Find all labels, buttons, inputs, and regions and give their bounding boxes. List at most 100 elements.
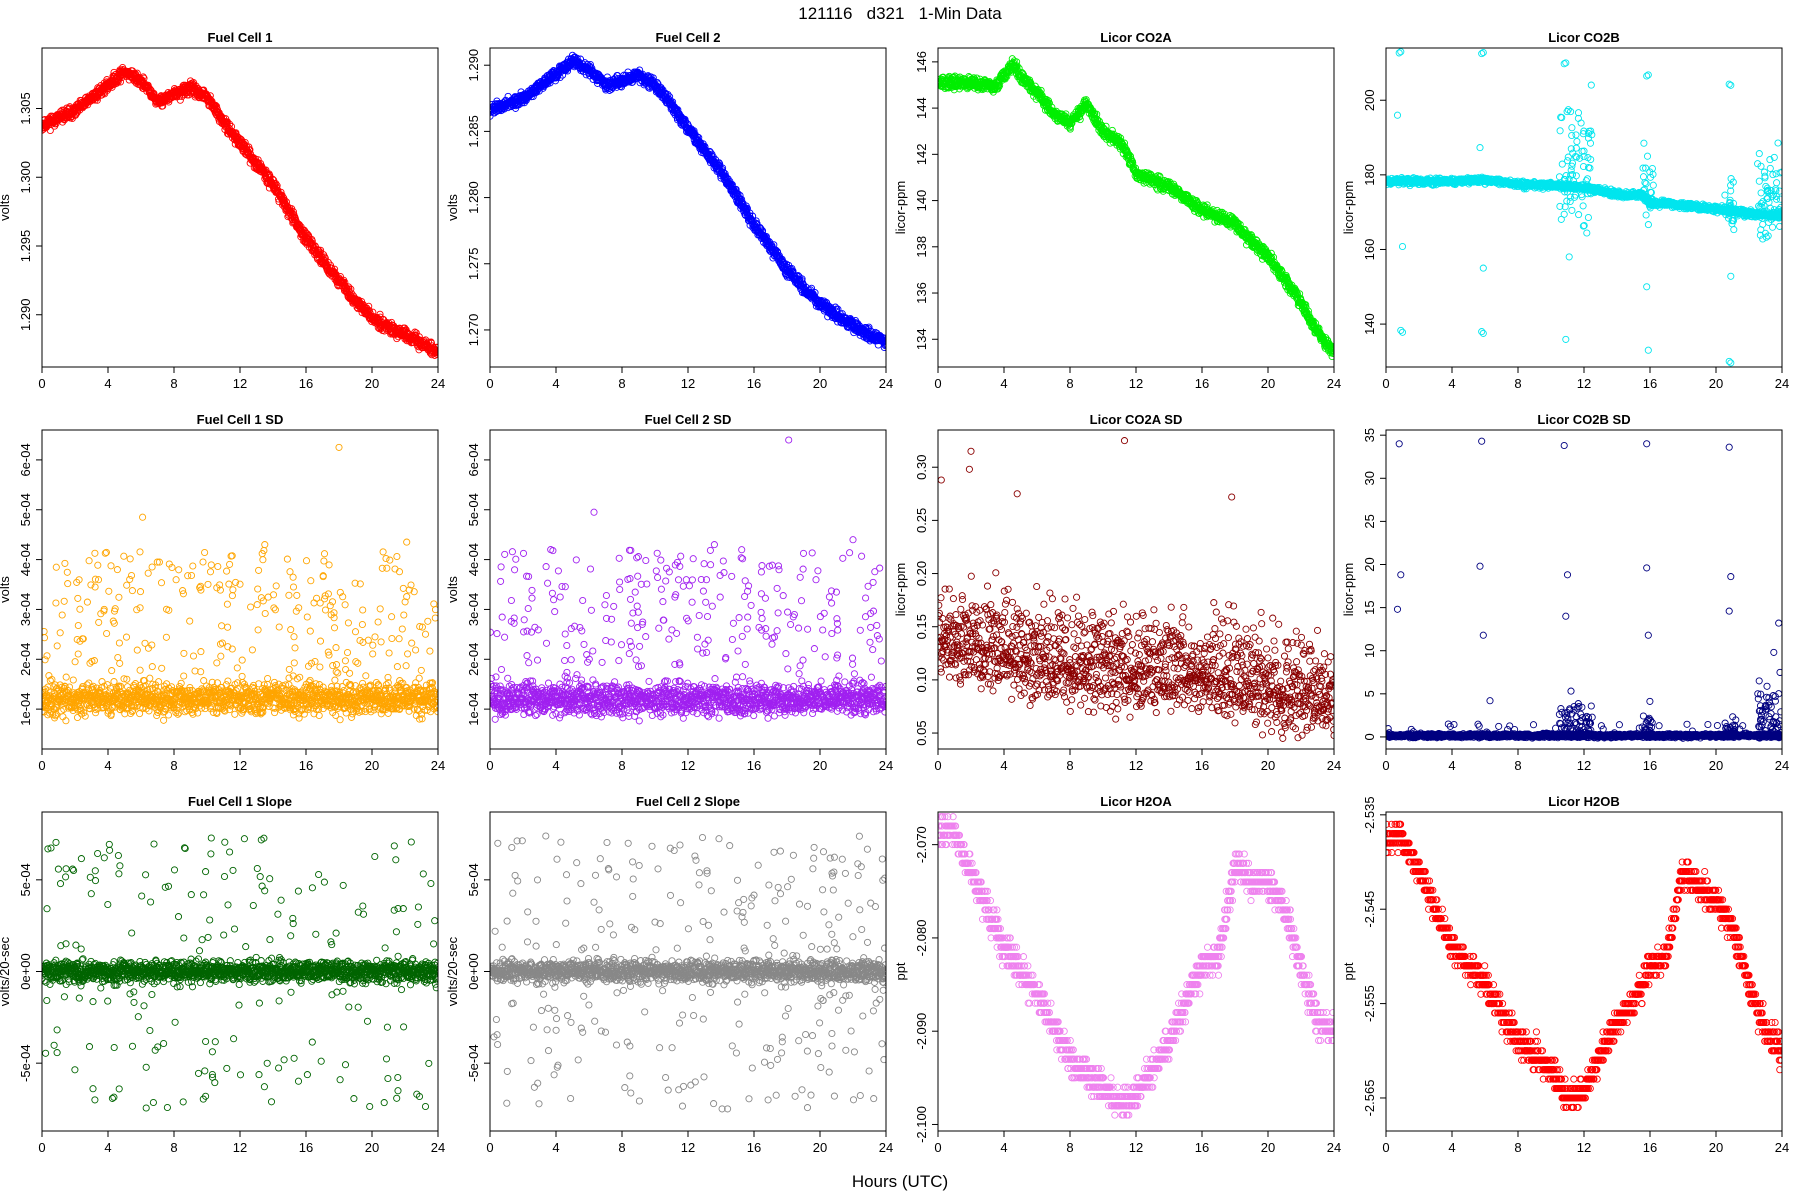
y-tick-label: 1.295 [18, 230, 33, 263]
data-point [365, 302, 373, 310]
data-point [653, 78, 661, 87]
x-tick-label: 0 [38, 376, 45, 391]
data-point [736, 194, 744, 202]
data-point [1302, 301, 1310, 309]
x-tick-label: 16 [299, 376, 313, 391]
data-point [1039, 93, 1047, 101]
x-tick-label: 0 [934, 376, 941, 391]
x-tick-label: 4 [552, 376, 559, 391]
y-tick-label: 1.305 [18, 92, 33, 125]
data-point [254, 156, 262, 164]
y-tick-label: 134 [914, 328, 929, 350]
y-tick-label: 136 [914, 282, 929, 304]
data-point [1199, 201, 1207, 209]
data-point [1095, 117, 1103, 125]
x-tick-label: 0 [486, 376, 493, 391]
data-point [1093, 115, 1101, 123]
y-tick-label: 146 [914, 51, 929, 73]
data-point [667, 100, 675, 108]
data-point [1236, 220, 1244, 229]
data-point [176, 96, 184, 104]
x-tick-label: 12 [1129, 376, 1143, 391]
data-point [881, 339, 886, 347]
x-tick-label: 16 [747, 376, 761, 391]
y-tick-label: 1.300 [18, 161, 33, 194]
x-tick-label: 8 [1066, 376, 1073, 391]
data-point [200, 86, 208, 94]
data-point [211, 101, 220, 109]
y-tick-label: 144 [914, 97, 929, 119]
data-point [1203, 201, 1211, 209]
data-point [719, 164, 727, 172]
data-point [282, 198, 291, 206]
figure-title: 121116 d321 1-Min Data [798, 4, 1002, 23]
data-point [223, 118, 231, 126]
data-point [433, 348, 438, 356]
data-point [235, 134, 243, 142]
data-point [1291, 286, 1299, 294]
data-point [226, 120, 234, 128]
data-point [270, 176, 278, 184]
data-point [1013, 58, 1021, 66]
data-point [1316, 329, 1324, 338]
data-point [314, 246, 322, 254]
data-point [1302, 303, 1310, 311]
data-point [140, 74, 148, 82]
data-point [1037, 86, 1045, 94]
data-point [649, 74, 657, 82]
y-axis-label: licor-ppm [893, 181, 908, 234]
panel-title: Licor CO2B [1548, 30, 1620, 45]
data-point [272, 180, 280, 188]
data-point [1329, 346, 1334, 354]
data-point [882, 336, 886, 345]
data-point [114, 78, 122, 86]
data-point [757, 225, 765, 233]
y-tick-label: 1.280 [466, 181, 481, 214]
data-point [586, 60, 594, 69]
data-point [799, 281, 808, 289]
data-point [1062, 110, 1070, 118]
y-tick-label: 1.290 [18, 298, 33, 331]
y-axis-label: volts [445, 194, 460, 221]
x-tick-label: 8 [170, 376, 177, 391]
data-points [938, 55, 1334, 361]
data-point [213, 102, 221, 110]
x-tick-label: 16 [1195, 376, 1209, 391]
data-point [206, 95, 214, 103]
data-point [1306, 313, 1314, 321]
data-points [42, 63, 438, 359]
data-point [689, 128, 697, 136]
x-tick-label: 24 [431, 376, 445, 391]
data-point [1188, 195, 1196, 203]
panel-title: Fuel Cell 2 [655, 30, 720, 45]
x-tick-label: 24 [879, 376, 893, 391]
y-axis-label: volts [0, 194, 12, 221]
panel-title: Fuel Cell 1 [207, 30, 272, 45]
plot-frame [489, 47, 887, 368]
data-point [749, 212, 757, 220]
data-points [490, 51, 886, 352]
y-tick-label: 1.285 [466, 115, 481, 148]
data-point [690, 127, 698, 135]
x-tick-label: 20 [813, 376, 827, 391]
y-tick-label: 1.290 [466, 49, 481, 82]
data-point [880, 336, 886, 345]
data-point [880, 343, 886, 352]
data-point [277, 192, 286, 200]
x-tick-label: 4 [104, 376, 111, 391]
plot-frame [937, 47, 1335, 368]
data-point [246, 146, 254, 154]
data-point [758, 227, 767, 235]
y-tick-label: 1.270 [466, 314, 481, 347]
data-point [1267, 249, 1275, 257]
x-tick-label: 24 [1327, 376, 1341, 391]
y-tick-label: 138 [914, 236, 929, 258]
data-points [1386, 48, 1782, 367]
x-tick-label: 12 [233, 376, 247, 391]
x-tick-label: 8 [618, 376, 625, 391]
